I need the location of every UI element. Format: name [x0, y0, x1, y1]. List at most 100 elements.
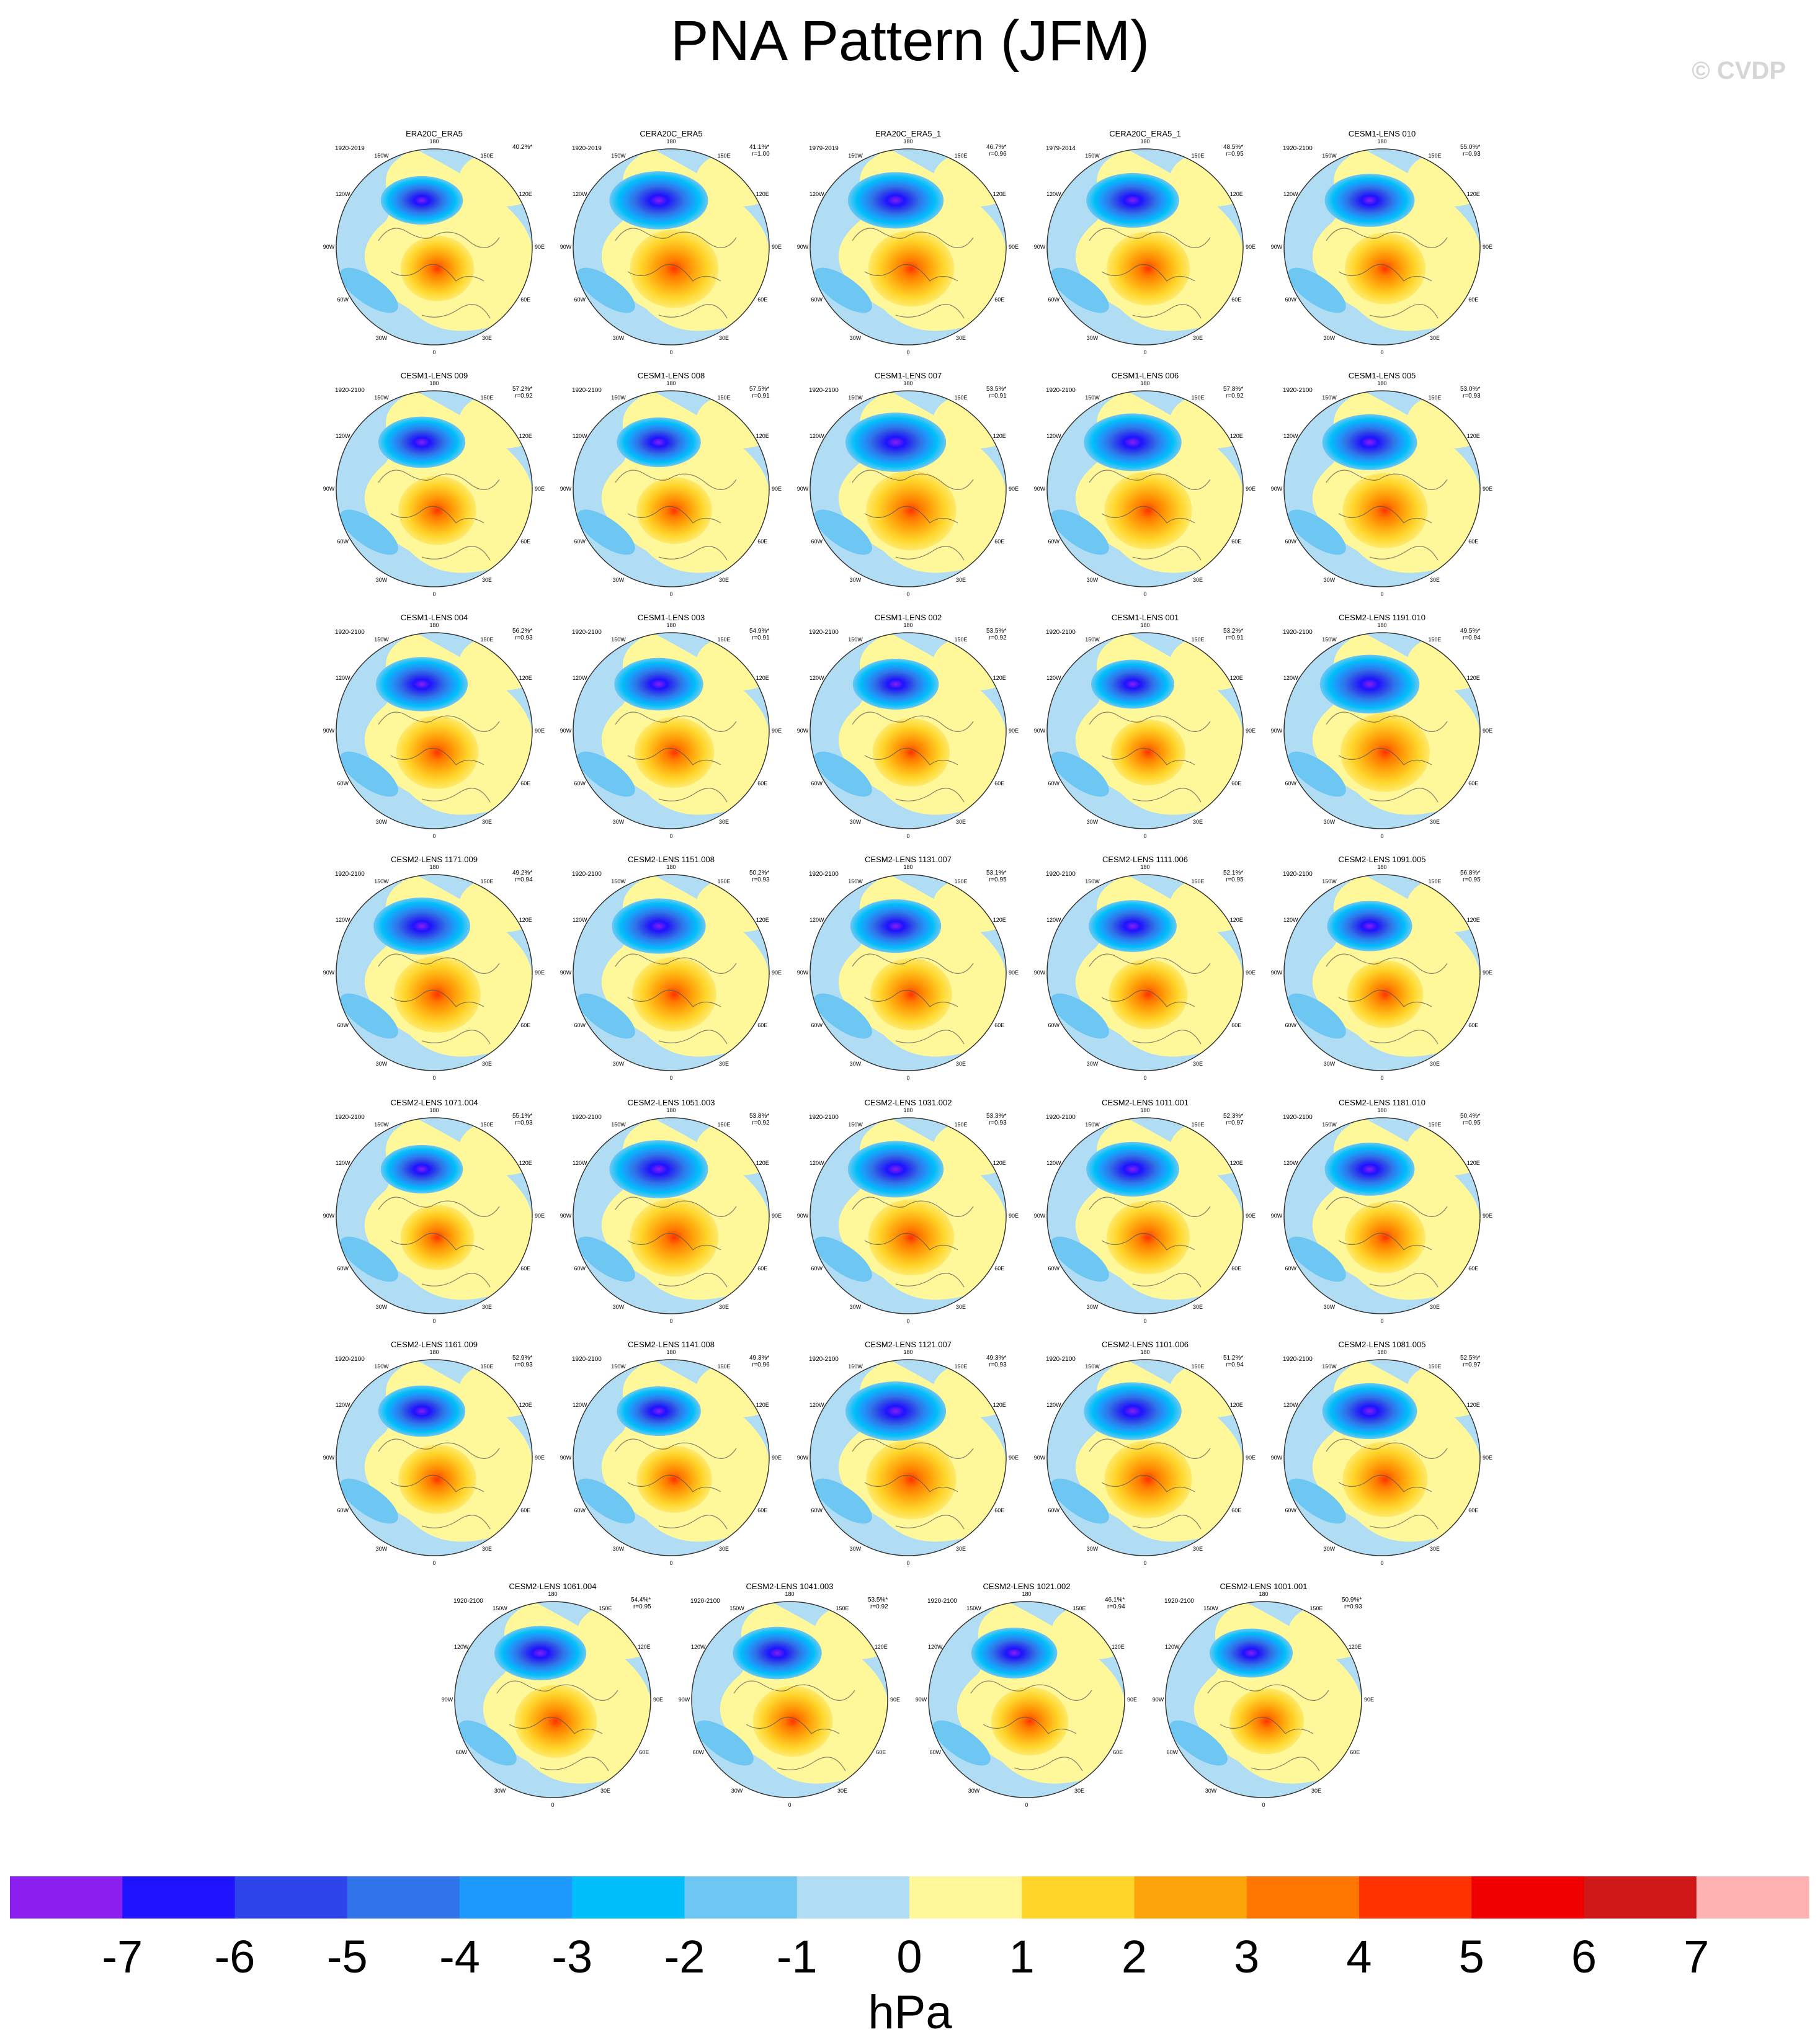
longitude-label: 120W: [336, 433, 350, 439]
longitude-label: 180: [666, 1349, 676, 1355]
longitude-label: 120W: [1283, 1160, 1298, 1166]
longitude-label: 120E: [519, 433, 532, 439]
longitude-label: 120W: [336, 917, 350, 923]
panel-title: CESM2-LENS 1191.010: [1339, 613, 1425, 622]
longitude-label: 90E: [1483, 969, 1492, 976]
longitude-label: 180: [429, 138, 439, 145]
longitude-label: 90W: [916, 1696, 927, 1703]
panel-title: CESM1-LENS 004: [401, 613, 468, 622]
map-panel: CESM1-LENS 009 1920-2100 57.2%*r=0.92 180 15…: [323, 371, 545, 597]
longitude-label: 30E: [482, 335, 492, 341]
longitude-label: 60E: [639, 1749, 649, 1755]
panel-correlation: r=1.00: [752, 151, 770, 158]
panel-correlation: r=0.91: [1226, 635, 1244, 641]
longitude-label: 120E: [1230, 675, 1243, 681]
longitude-label: 90W: [797, 486, 809, 492]
panel-variance-pct: 52.1%*: [1223, 870, 1243, 876]
panel-title: CESM1-LENS 006: [1112, 371, 1179, 380]
panel-correlation: r=0.93: [989, 1362, 1007, 1368]
longitude-label: 150E: [1191, 394, 1204, 401]
longitude-label: 120E: [638, 1644, 651, 1650]
map-panel: CESM2-LENS 1141.008 1920-2100 49.3%*r=0.96…: [560, 1340, 782, 1566]
longitude-label: 150E: [480, 878, 493, 885]
longitude-label: 150W: [848, 153, 863, 159]
longitude-label: 180: [903, 864, 912, 870]
longitude-label: 180: [1140, 622, 1149, 628]
panel-title: CESM2-LENS 1051.003: [628, 1098, 715, 1107]
panel-title: CESM2-LENS 1021.002: [983, 1582, 1071, 1591]
longitude-label: 150W: [848, 394, 863, 401]
map-panel: CESM2-LENS 1061.004 1920-2100 54.4%*r=0.95…: [442, 1582, 663, 1808]
panel-correlation: r=0.93: [1463, 393, 1481, 399]
panel-variance-pct: 56.2%*: [512, 628, 532, 635]
longitude-label: 60E: [1231, 1265, 1241, 1272]
longitude-label: 60W: [1285, 538, 1297, 545]
longitude-label: 120W: [1283, 675, 1298, 681]
longitude-label: 90W: [560, 244, 572, 250]
longitude-label: 60E: [1350, 1749, 1360, 1755]
longitude-label: 60W: [456, 1749, 468, 1755]
panel-title: CESM2-LENS 1181.010: [1339, 1098, 1425, 1107]
longitude-label: 150W: [611, 153, 626, 159]
longitude-label: 30E: [956, 1304, 966, 1310]
longitude-label: 60E: [994, 538, 1004, 545]
longitude-label: 120E: [1230, 1402, 1243, 1408]
longitude-label: 120W: [573, 1402, 587, 1408]
panel-period: 1920-2100: [335, 1356, 365, 1363]
panel-title: CESM2-LENS 1101.006: [1102, 1340, 1189, 1349]
longitude-label: 30E: [1430, 577, 1440, 583]
colorbar-unit-label: hPa: [868, 1986, 952, 2037]
longitude-label: 180: [1140, 380, 1149, 386]
longitude-label: 60E: [1468, 1507, 1478, 1513]
longitude-label: 30E: [482, 1304, 492, 1310]
longitude-label: 30W: [376, 577, 388, 583]
longitude-label: 60W: [1285, 1507, 1297, 1513]
longitude-label: 90E: [1246, 486, 1256, 492]
longitude-label: 60W: [811, 1022, 823, 1028]
longitude-label: 90E: [1246, 1213, 1256, 1219]
longitude-label: 120W: [928, 1644, 943, 1650]
longitude-label: 90W: [323, 1213, 335, 1219]
longitude-label: 60E: [520, 1022, 530, 1028]
longitude-label: 30W: [1087, 1546, 1099, 1552]
panel-correlation: r=0.91: [752, 635, 770, 641]
colorbar-swatch: [909, 1876, 1022, 1919]
longitude-label: 30W: [1324, 819, 1336, 825]
longitude-label: 30W: [376, 1061, 388, 1067]
longitude-label: 150E: [717, 1363, 730, 1370]
longitude-label: 0: [1380, 591, 1383, 597]
panel-title: ERA20C_ERA5: [406, 129, 463, 138]
panel-period: 1920-2100: [335, 629, 365, 636]
longitude-label: 0: [669, 1560, 672, 1566]
panel-title: CESM2-LENS 1131.007: [865, 855, 952, 864]
longitude-label: 90W: [679, 1696, 690, 1703]
longitude-label: 60E: [1231, 1507, 1241, 1513]
longitude-label: 90W: [323, 969, 335, 976]
longitude-label: 30E: [482, 1061, 492, 1067]
colorbar-swatch: [1471, 1876, 1584, 1919]
panel-period: 1920-2100: [927, 1598, 957, 1605]
panel-variance-pct: 53.2%*: [1223, 628, 1243, 635]
longitude-label: 90W: [560, 486, 572, 492]
longitude-label: 120W: [1046, 191, 1061, 197]
longitude-label: 150E: [1428, 878, 1441, 885]
panel-period: 1920-2100: [809, 871, 839, 878]
longitude-label: 150W: [1085, 1121, 1100, 1128]
longitude-label: 60W: [1285, 1265, 1297, 1272]
longitude-label: 90W: [797, 728, 809, 734]
panel-variance-pct: 53.5%*: [868, 1597, 888, 1603]
longitude-label: 60E: [757, 780, 767, 787]
longitude-label: 30W: [850, 1546, 862, 1552]
map-panel: CESM2-LENS 1051.003 1920-2100 53.8%*r=0.92…: [560, 1098, 782, 1324]
colorbar-tick-label: -5: [327, 1931, 368, 1982]
longitude-label: 120E: [993, 917, 1006, 923]
panel-correlation: r=0.97: [1226, 1120, 1244, 1126]
colorbar-swatch: [1022, 1876, 1135, 1919]
longitude-label: 150W: [374, 394, 389, 401]
longitude-label: 150W: [1322, 153, 1337, 159]
longitude-label: 30E: [719, 1546, 729, 1552]
longitude-label: 120W: [573, 675, 587, 681]
longitude-label: 180: [429, 1349, 439, 1355]
longitude-label: 180: [785, 1591, 794, 1597]
longitude-label: 150W: [1085, 394, 1100, 401]
